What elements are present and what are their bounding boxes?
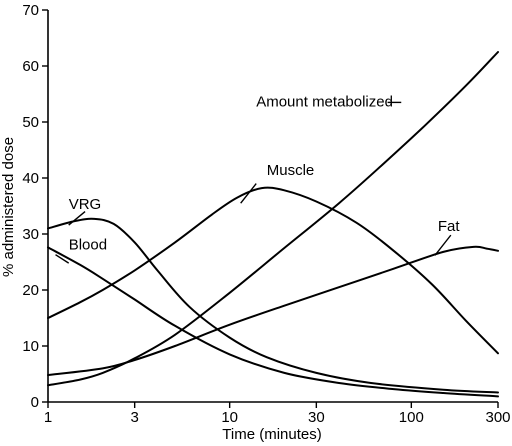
series-line-blood — [47, 246, 499, 398]
y-tick-label: 0 — [31, 394, 39, 411]
series-line-fat — [47, 245, 499, 377]
series-labels: VRG Blood Muscle Fat Amount metabolized — [55, 93, 461, 264]
x-ticks: 1 3 10 30 100 300 — [44, 402, 511, 426]
y-tick-label: 20 — [22, 282, 39, 299]
series-label-blood: Blood — [69, 237, 107, 254]
series-label-fat: Fat — [438, 218, 461, 235]
series-line-amount-metabolized — [47, 51, 499, 387]
y-tick-label: 60 — [22, 58, 39, 75]
y-tick-label: 50 — [22, 114, 39, 131]
y-tick-label: 40 — [22, 170, 39, 187]
series-line-vrg — [47, 217, 499, 394]
x-tick-label: 1 — [44, 409, 52, 426]
series-label-amount-metabolized: Amount metabolized — [256, 93, 393, 110]
series-label-vrg: VRG — [69, 196, 102, 213]
x-tick-label: 300 — [485, 409, 510, 426]
x-tick-label: 3 — [131, 409, 139, 426]
leader-line-muscle — [240, 183, 257, 204]
x-axis-title: Time (minutes) — [222, 426, 321, 443]
y-tick-label: 10 — [22, 338, 39, 355]
x-tick-label: 30 — [308, 409, 325, 426]
leader-line-blood — [55, 254, 70, 264]
series-line-muscle — [47, 186, 499, 355]
series-lines — [47, 51, 499, 398]
y-tick-label: 30 — [22, 226, 39, 243]
y-axis-title: % administered dose — [0, 137, 17, 277]
x-tick-label: 100 — [399, 409, 424, 426]
y-tick-label: 70 — [22, 2, 39, 19]
leader-line-fat — [434, 234, 452, 256]
axes — [47, 10, 498, 403]
x-tick-label: 10 — [221, 409, 238, 426]
leader-line-vrg — [68, 211, 86, 226]
y-ticks: 0 10 20 30 40 50 60 70 — [22, 2, 48, 411]
series-label-muscle: Muscle — [267, 162, 315, 179]
